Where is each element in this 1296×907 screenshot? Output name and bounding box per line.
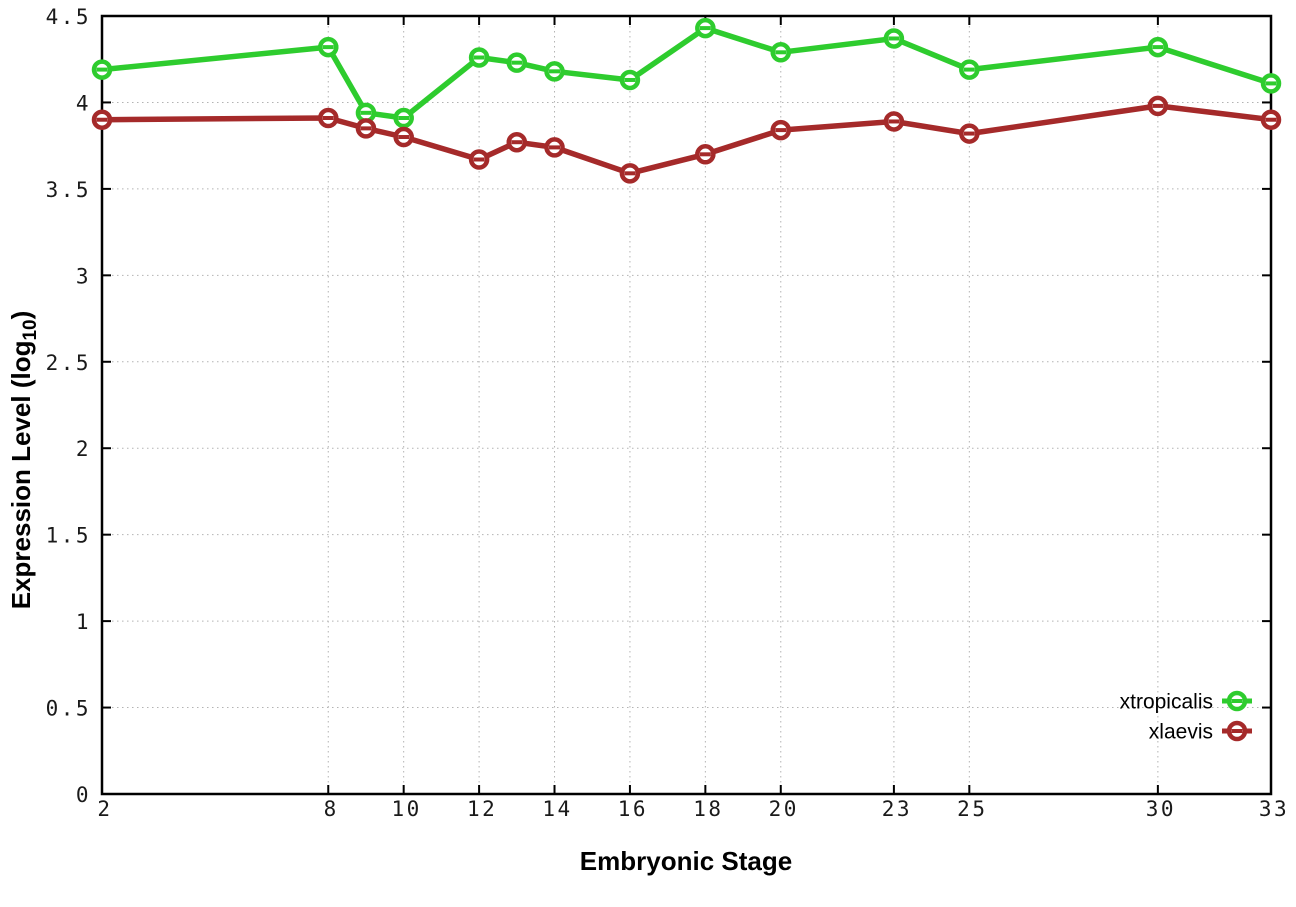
series-layer	[91, 17, 1282, 184]
y-tick-label: 0.5	[46, 697, 91, 721]
x-tick-label: 33	[1259, 797, 1289, 821]
y-tick-label: 1	[76, 610, 91, 634]
x-axis-title: Embryonic Stage	[580, 846, 792, 876]
tick-layer: 2 8 10 12 14 16 18 20 23 25 30 33 0 0.5 1 1.5 2 2.5 3 3.5 4 4…	[46, 5, 1289, 821]
x-tick-label: 14	[542, 797, 572, 821]
legend-item-xtropicalis: xtropicalis	[1120, 691, 1252, 714]
x-tick-label: 30	[1146, 797, 1176, 821]
y-tick-label: 3.5	[46, 178, 91, 202]
x-tick-label: 20	[769, 797, 799, 821]
x-tick-label: 16	[618, 797, 648, 821]
x-tick-label: 2	[97, 797, 112, 821]
y-tick-label: 0	[76, 783, 91, 807]
y-tick-label: 2	[76, 437, 91, 461]
plot-border-layer	[100, 14, 1273, 796]
y-axis-title: Expression Level (log10)	[6, 311, 41, 610]
y-tick-label: 2.5	[46, 351, 91, 375]
y-tick-label: 4.5	[46, 5, 91, 29]
y-tick-label: 1.5	[46, 524, 91, 548]
plot-border	[100, 14, 1273, 796]
legend: xtropicalis xlaevis	[1120, 691, 1252, 744]
legend-label-xtropicalis: xtropicalis	[1120, 691, 1213, 714]
series-line-xlaevis	[99, 103, 1274, 177]
series-line-xtropicalis	[99, 25, 1274, 121]
x-tick-label: 8	[324, 797, 339, 821]
x-tick-label: 10	[392, 797, 422, 821]
y-tick-label: 3	[76, 264, 91, 288]
grid-layer	[101, 15, 1272, 795]
x-tick-label: 18	[693, 797, 723, 821]
legend-item-xlaevis: xlaevis	[1149, 721, 1252, 744]
y-tick-label: 4	[76, 91, 91, 115]
x-tick-label: 12	[467, 797, 497, 821]
x-tick-label: 23	[882, 797, 912, 821]
legend-label-xlaevis: xlaevis	[1149, 721, 1213, 744]
x-tick-label: 25	[957, 797, 987, 821]
